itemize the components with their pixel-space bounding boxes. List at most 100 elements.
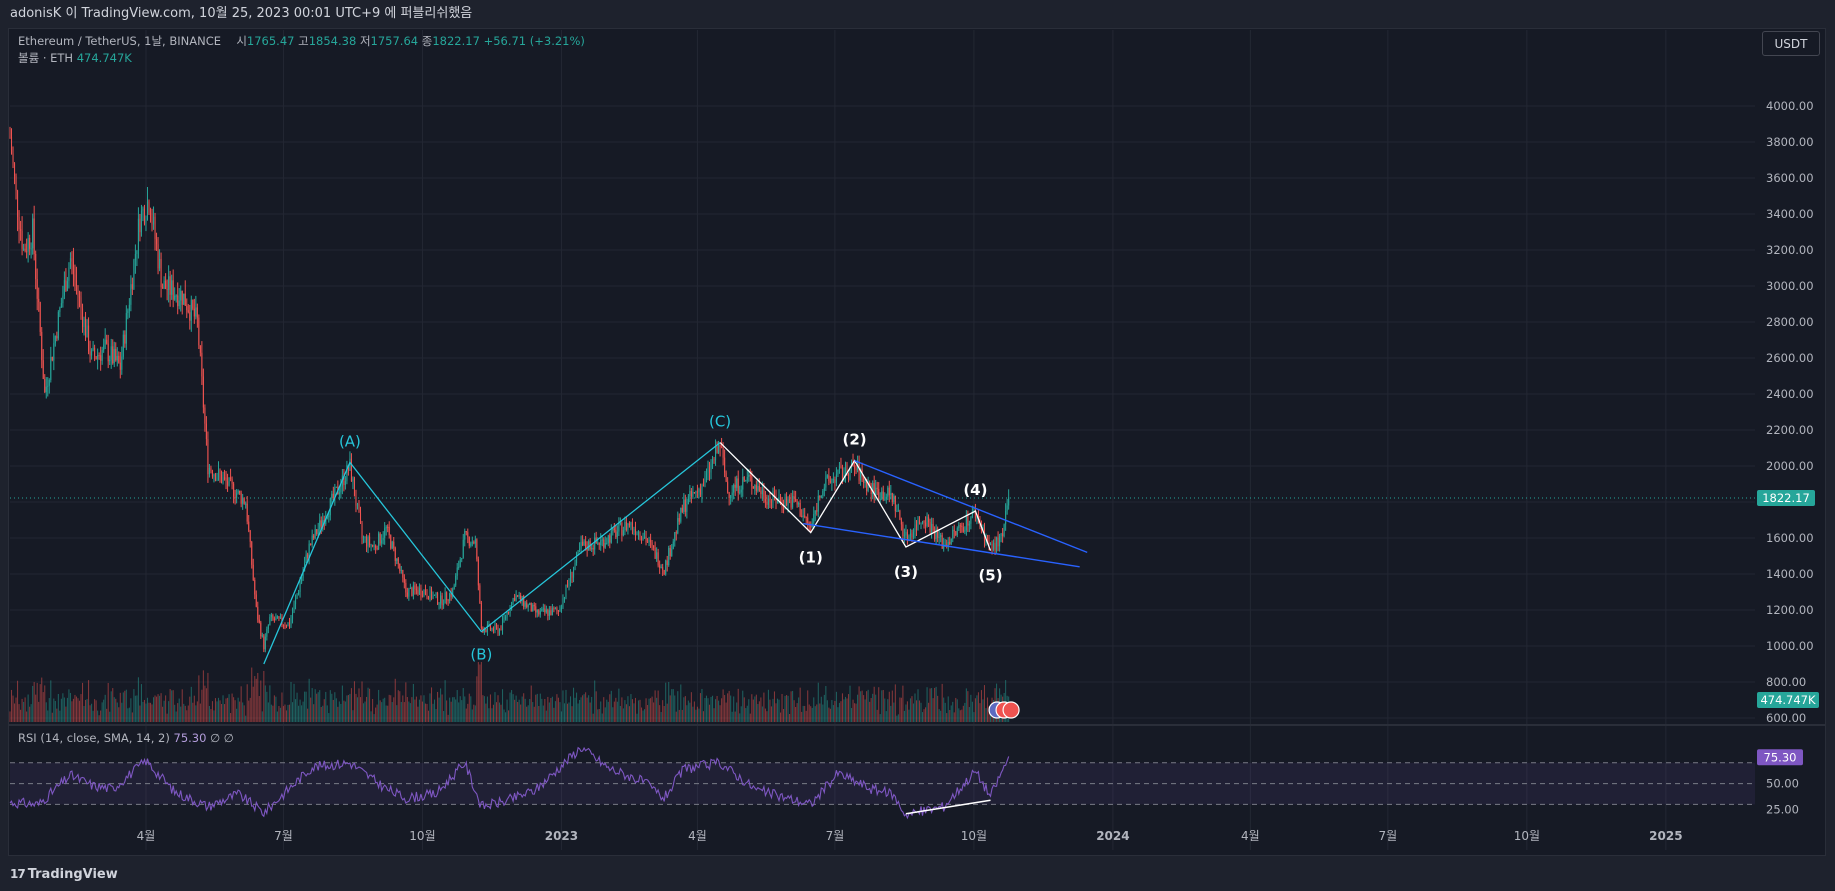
volume-bar — [461, 700, 463, 722]
rsi-divergence-line — [905, 799, 991, 815]
candle-body — [533, 604, 535, 607]
candle-body — [860, 469, 862, 481]
candle-body — [971, 511, 973, 517]
volume-bar — [763, 692, 765, 722]
volume-bar — [556, 694, 558, 722]
candle-body — [705, 473, 708, 476]
candle-body — [644, 536, 646, 538]
volume-bar — [592, 713, 594, 722]
volume-bar — [727, 693, 729, 722]
volume-bar — [298, 705, 300, 722]
candle-body — [245, 503, 247, 505]
candle-body — [820, 495, 822, 498]
volume-bar — [313, 704, 315, 722]
volume-bar — [965, 688, 967, 722]
volume-bar — [214, 698, 217, 722]
volume-bar — [663, 705, 665, 722]
volume-bar — [619, 705, 621, 722]
volume-bar — [464, 696, 466, 722]
volume-bar — [739, 713, 741, 722]
candle-body — [660, 567, 662, 569]
candle-body — [143, 208, 145, 224]
candle-body — [33, 218, 35, 255]
candle-body — [366, 536, 368, 547]
volume-bar — [562, 690, 564, 722]
candle-body — [748, 474, 750, 477]
volume-bar — [217, 697, 220, 722]
candle-body — [434, 594, 436, 596]
candle-body — [497, 626, 499, 634]
volume-bar — [598, 708, 600, 722]
candle-body — [577, 550, 579, 554]
volume-bar — [660, 711, 662, 722]
candle-body — [154, 216, 156, 240]
volume-bar — [44, 685, 46, 722]
candle-body — [313, 535, 315, 539]
volume-bar — [449, 697, 451, 722]
volume-bar — [604, 707, 606, 722]
volume-bar — [941, 683, 943, 722]
volume-bar — [38, 701, 40, 722]
volume-bar — [974, 698, 976, 722]
volume-bar — [911, 696, 913, 722]
volume-bar — [14, 703, 16, 722]
volume-bar — [30, 704, 32, 722]
candle-body — [746, 476, 748, 481]
candle-body — [885, 496, 887, 500]
candle-body — [721, 447, 723, 449]
candle-body — [408, 588, 410, 597]
volume-bar — [870, 698, 872, 722]
volume-bar — [434, 699, 436, 722]
volume-bar — [792, 690, 794, 722]
volume-bar — [393, 697, 395, 722]
volume-bar — [505, 712, 507, 722]
candle-body — [308, 543, 310, 558]
candle-body — [823, 487, 825, 491]
candle-body — [591, 547, 593, 550]
volume-bar — [473, 704, 475, 722]
rsi-value: 75.30 — [173, 731, 207, 745]
volume-bar — [495, 702, 498, 722]
candle-body — [822, 490, 824, 496]
volume-bar — [210, 709, 212, 722]
candle-body — [909, 533, 911, 536]
candle-body — [74, 274, 76, 281]
candle-body — [450, 593, 452, 597]
volume-bar — [801, 711, 803, 722]
candle-body — [580, 541, 582, 549]
volume-bar — [644, 709, 646, 722]
candle-body — [544, 608, 546, 613]
currency-selector[interactable]: USDT — [1762, 31, 1820, 56]
candle-body — [307, 554, 309, 558]
candle-body — [282, 624, 284, 626]
volume-bar — [402, 695, 404, 722]
candle-body — [645, 536, 647, 542]
candle-body — [624, 522, 626, 531]
volume-bar — [287, 704, 289, 722]
volume-bar — [355, 693, 357, 722]
candle-body — [542, 608, 544, 610]
candle-body — [208, 467, 210, 475]
last-price-badge — [1757, 490, 1815, 507]
candle-body — [217, 469, 220, 478]
volume-bar — [243, 705, 245, 722]
volume-bar — [637, 700, 640, 722]
volume-bar — [640, 707, 643, 722]
close-label: 종 — [421, 34, 433, 48]
volume-bar — [267, 702, 269, 722]
candle-body — [387, 526, 389, 528]
volume-bar — [568, 702, 570, 722]
candle-body — [394, 547, 396, 561]
volume-bar — [385, 705, 387, 722]
volume-bar — [125, 689, 127, 722]
candle-body — [636, 533, 638, 535]
candle-body — [988, 541, 990, 545]
volume-bar — [814, 706, 816, 722]
volume-bar — [177, 703, 179, 722]
volume-bar — [143, 699, 145, 722]
candle-body — [142, 208, 144, 211]
candle-body — [903, 535, 905, 537]
candle-body — [1006, 505, 1008, 511]
volume-bar — [234, 700, 236, 722]
